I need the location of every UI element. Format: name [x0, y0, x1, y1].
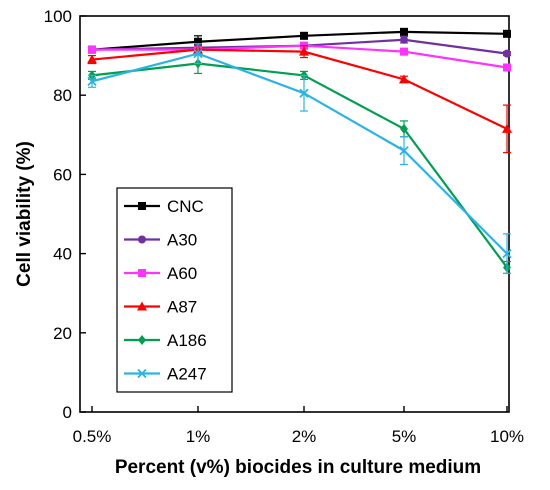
- series-line: [91, 48, 508, 130]
- data-point: [400, 123, 408, 134]
- x-tick-label: 2%: [292, 427, 317, 446]
- data-point: [300, 31, 308, 40]
- x-axis: 0.5% 1% 2% 5% 10%: [73, 406, 524, 446]
- legend-item-a247: A247: [124, 365, 207, 384]
- data-point: [88, 45, 96, 54]
- data-point: [503, 63, 511, 72]
- legend-marker: [138, 269, 146, 277]
- plot-area: [79, 15, 510, 413]
- x-tick-label: 5%: [392, 427, 417, 446]
- data-point: [399, 146, 409, 156]
- legend-marker: [138, 202, 146, 210]
- data-point: [400, 35, 408, 44]
- y-tick-label: 60: [53, 165, 72, 184]
- data-point: [503, 29, 511, 38]
- legend-item-a30: A30: [124, 231, 197, 250]
- legend-marker: [138, 235, 146, 244]
- x-tick-label: 0.5%: [73, 427, 112, 446]
- legend-marker: [138, 335, 146, 345]
- series-a87: [87, 44, 512, 154]
- y-tick-label: 40: [53, 245, 72, 264]
- y-tick-label: 80: [53, 86, 72, 105]
- y-tick-label: 20: [53, 324, 72, 343]
- series-line: [91, 30, 508, 51]
- data-point: [87, 76, 97, 86]
- y-axis: 0 20 40 60 80 100: [44, 7, 86, 422]
- data-point: [503, 49, 511, 58]
- legend-box: [116, 187, 233, 393]
- legend-marker: [137, 368, 147, 379]
- legend-item-a60: A60: [124, 264, 197, 283]
- x-tick-label: 1%: [186, 427, 211, 446]
- legend-item-a87: A87: [124, 298, 197, 317]
- data-point: [299, 46, 309, 56]
- x-tick-label: 10%: [490, 427, 524, 446]
- data-point: [299, 88, 309, 98]
- legend: CNC A30 A60 A87 A186 A247: [116, 187, 233, 393]
- series-layer: [87, 27, 512, 274]
- legend-label: A186: [167, 331, 207, 350]
- legend-label: A60: [167, 264, 197, 283]
- legend-label: CNC: [167, 197, 204, 216]
- data-point: [193, 48, 203, 59]
- legend-item-a186: A186: [124, 331, 207, 350]
- data-point: [502, 248, 512, 259]
- legend-label: A30: [167, 231, 197, 250]
- data-point: [400, 27, 408, 36]
- y-tick-label: 0: [63, 403, 72, 422]
- data-point: [400, 47, 408, 56]
- y-axis-title: Cell viability (%): [14, 141, 35, 287]
- data-point: [87, 54, 97, 64]
- data-point: [399, 74, 409, 84]
- legend-label: A247: [167, 365, 207, 384]
- x-axis-title: Percent (v%) biocides in culture medium: [115, 457, 481, 478]
- legend-marker: [137, 301, 147, 311]
- y-tick-label: 100: [44, 7, 72, 26]
- legend-item-cnc: CNC: [124, 197, 204, 216]
- data-point: [194, 37, 202, 46]
- data-point: [502, 123, 512, 133]
- legend-label: A87: [167, 298, 197, 317]
- series-a247: [87, 43, 512, 274]
